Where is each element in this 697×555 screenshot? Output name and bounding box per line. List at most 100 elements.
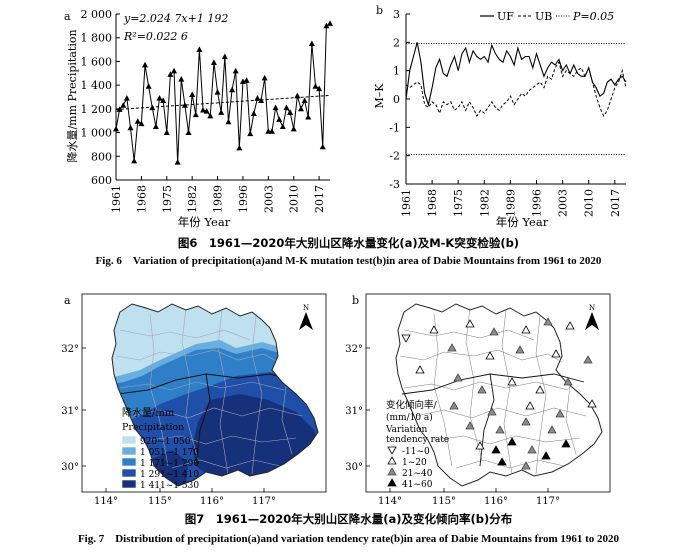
- legend-uf-label: UF: [497, 10, 514, 23]
- map-b-axes: 114° 115° 116° 117° 32° 31° 30°: [345, 344, 560, 507]
- a-data-point: [283, 104, 290, 111]
- fig6-a-ylabel: 降水量/mm Precipitation: [65, 29, 79, 162]
- a-precip-line: [115, 23, 331, 163]
- station-marker-icon: [491, 445, 501, 454]
- a-x-tick-label: 1961: [110, 185, 123, 213]
- a-data-point: [181, 102, 188, 108]
- map-lat-label: 31°: [345, 406, 363, 417]
- map-b-frame: [365, 293, 611, 493]
- station-marker-icon: [387, 478, 397, 487]
- legend-ub-label: UB: [535, 10, 552, 23]
- legend-p-label: P=0.05: [572, 10, 614, 23]
- station-markers: [401, 317, 597, 470]
- a-data-point: [142, 61, 149, 68]
- a-data-point: [247, 130, 254, 137]
- a-data-point: [163, 129, 170, 135]
- station-marker-icon: [541, 451, 551, 460]
- a-x-tick-label: 1968: [135, 185, 148, 213]
- station-marker-icon: [401, 334, 411, 343]
- a-data-point: [120, 102, 127, 108]
- a-data-point: [297, 105, 304, 112]
- a-x-tick-label: 1975: [161, 185, 174, 213]
- b-y-tick-label: 2: [393, 36, 400, 49]
- legend-a-swatch: [121, 479, 137, 489]
- station-marker-icon: [429, 325, 439, 334]
- legend-a-swatch: [121, 457, 137, 467]
- a-y-tick-label: 600: [91, 174, 112, 187]
- station-marker-icon: [495, 425, 505, 434]
- a-data-point: [305, 113, 312, 120]
- station-marker-icon: [583, 355, 593, 364]
- a-data-point: [152, 123, 159, 130]
- b-y-tick-label: 1: [393, 65, 400, 78]
- station-marker-icon: [565, 321, 575, 330]
- map-a-frame: [81, 293, 327, 493]
- map-a-axes: 114° 115° 116° 117° 32° 31° 30°: [61, 344, 276, 507]
- station-marker-icon: [485, 351, 495, 360]
- station-marker-icon: [387, 456, 397, 465]
- a-y-tick-label: 1 000: [81, 127, 113, 140]
- b-x-tick-label: 1961: [400, 189, 413, 217]
- b-y-tick-label: 3: [393, 8, 400, 21]
- map-lon-label: 117°: [536, 496, 560, 507]
- station-marker-icon: [453, 373, 463, 382]
- station-marker-icon: [449, 401, 459, 410]
- station-marker-icon: [547, 425, 557, 434]
- station-marker-icon: [387, 467, 397, 476]
- station-marker-icon: [527, 445, 537, 454]
- legend-a-label: 1 411~1 530: [140, 481, 199, 491]
- map-lon-label: 116°: [200, 496, 224, 507]
- a-data-point: [272, 104, 279, 111]
- map-lat-label: 30°: [61, 462, 79, 473]
- a-data-point: [167, 71, 174, 77]
- station-marker-icon: [507, 377, 517, 386]
- map-lon-label: 115°: [432, 496, 456, 507]
- b-x-tick-label: 2017: [609, 189, 622, 217]
- fig6-panel-b: b M–K -3 -2 -1 0 1 2 3 1961 1968 1975 1982 1989 1996…: [373, 4, 627, 217]
- legend-a-swatch: [121, 446, 137, 456]
- legend-a-title-en: Precipitation: [122, 422, 184, 433]
- a-y-tick-label: 1 600: [81, 55, 113, 68]
- b-y-tick-label: 0: [393, 93, 400, 106]
- fig7-panel-b-label: b: [352, 294, 359, 307]
- map-b-legend: 变化倾向率/ (mm/10 a) Variation tendency rate…: [385, 399, 449, 490]
- station-marker-icon: [521, 325, 531, 334]
- fig7-panel-b: b N: [345, 293, 611, 507]
- station-marker-icon: [535, 385, 545, 394]
- a-data-point: [160, 97, 167, 103]
- station-marker-icon: [387, 446, 397, 455]
- b-x-tick-label: 1996: [531, 189, 544, 217]
- north-arrow-icon: [299, 312, 313, 330]
- map-lon-label: 116°: [484, 496, 508, 507]
- a-data-point: [174, 159, 181, 165]
- a-y-tick-label: 1 800: [81, 32, 113, 45]
- fig6-caption-cn: 图6 1961—2020年大别山区降水量变化(a)及M-K突变检验(b): [177, 236, 520, 250]
- a-data-point: [145, 83, 152, 89]
- a-data-point: [279, 123, 286, 130]
- station-marker-icon: [551, 349, 561, 358]
- a-data-point: [287, 109, 294, 115]
- legend-a-label: 1 051~1 170: [140, 448, 199, 458]
- legend-b-title-en2: tendency rate: [386, 435, 449, 445]
- a-data-point: [323, 22, 330, 29]
- figure-6: a y=2.024 7x+1 192 R²=0.022 6 降水量/mm Pre…: [64, 4, 627, 229]
- b-y-tick-label: -3: [389, 178, 400, 191]
- a-data-point: [225, 118, 232, 125]
- fig6-a-xlabel: 年份 Year: [178, 215, 231, 229]
- station-marker-icon: [447, 343, 457, 352]
- a-trend-line: [115, 94, 331, 111]
- county-boundaries-b: [399, 307, 587, 475]
- station-marker-icon: [507, 437, 517, 446]
- a-x-tick-label: 2017: [313, 185, 326, 213]
- a-data-point: [243, 77, 250, 83]
- legend-a-label: 1 291~1 410: [140, 470, 199, 480]
- a-data-point: [236, 144, 243, 151]
- fig6-b-ylabel: M–K: [373, 83, 386, 109]
- a-y-tick-label: 2 000: [81, 8, 113, 21]
- a-data-point: [171, 67, 178, 74]
- a-data-point: [327, 20, 333, 26]
- a-data-point: [185, 129, 192, 135]
- station-marker-icon: [587, 399, 597, 408]
- fig7-panel-a-label: a: [64, 294, 71, 307]
- a-x-tick-label: 1996: [237, 185, 250, 213]
